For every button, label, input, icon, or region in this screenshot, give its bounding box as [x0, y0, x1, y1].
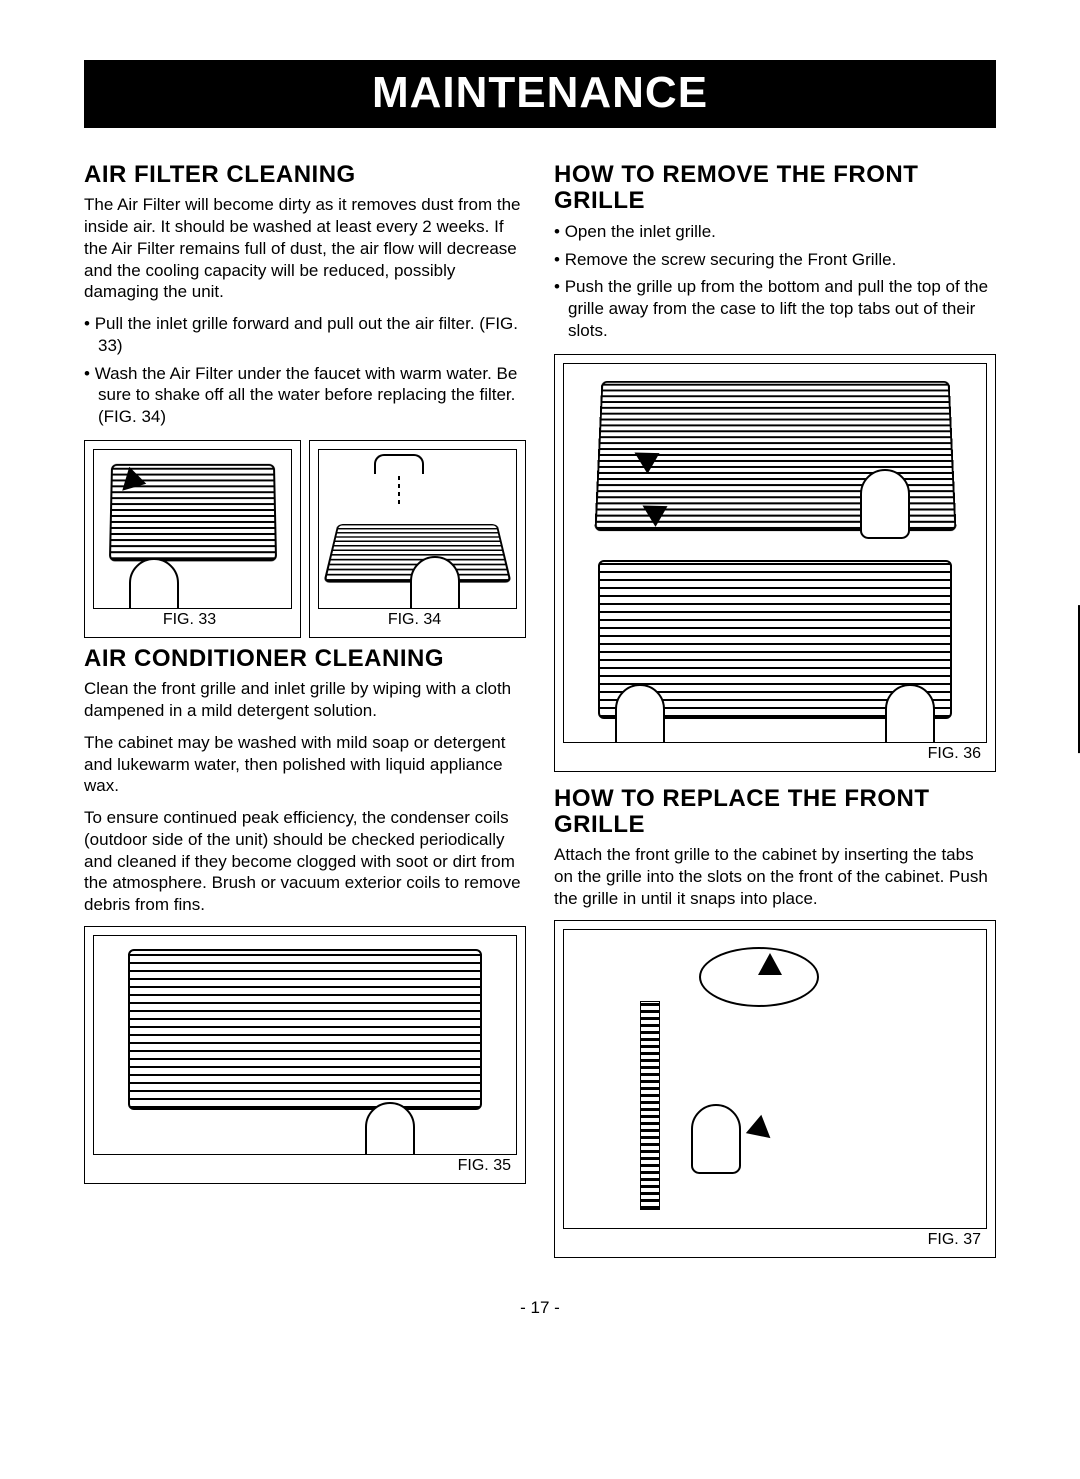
- figure-35: FIG. 35: [84, 926, 526, 1184]
- ac-clean-p2: The cabinet may be washed with mild soap…: [84, 732, 526, 797]
- figure-37: FIG. 37: [554, 920, 996, 1258]
- air-filter-bullets: Pull the inlet grille forward and pull o…: [84, 313, 526, 428]
- figure-34: FIG. 34: [309, 440, 526, 638]
- heading-air-filter-cleaning: AIR FILTER CLEANING: [84, 162, 526, 188]
- replace-grille-p1: Attach the front grille to the cabinet b…: [554, 844, 996, 909]
- list-item: Push the grille up from the bottom and p…: [554, 276, 996, 341]
- illustration-fig33: [93, 449, 292, 609]
- page-number: - 17 -: [84, 1298, 996, 1318]
- right-column: HOW TO REMOVE THE FRONT GRILLE Open the …: [554, 154, 996, 1272]
- figure-36: FIG. 36: [554, 354, 996, 772]
- illustration-fig37: [563, 929, 987, 1229]
- illustration-fig34: [318, 449, 517, 609]
- heading-air-conditioner-cleaning: AIR CONDITIONER CLEANING: [84, 646, 526, 672]
- list-item: Remove the screw securing the Front Gril…: [554, 249, 996, 271]
- figure-label: FIG. 36: [563, 743, 987, 763]
- page-banner: MAINTENANCE: [84, 60, 996, 128]
- illustration-fig35: [93, 935, 517, 1155]
- air-filter-intro: The Air Filter will become dirty as it r…: [84, 194, 526, 303]
- figure-33: FIG. 33: [84, 440, 301, 638]
- figure-label: FIG. 34: [318, 609, 517, 629]
- figure-label: FIG. 37: [563, 1229, 987, 1249]
- left-column: AIR FILTER CLEANING The Air Filter will …: [84, 154, 526, 1272]
- remove-grille-bullets: Open the inlet grille. Remove the screw …: [554, 221, 996, 342]
- figure-label: FIG. 35: [93, 1155, 517, 1175]
- list-item: Open the inlet grille.: [554, 221, 996, 243]
- heading-remove-front-grille: HOW TO REMOVE THE FRONT GRILLE: [554, 162, 996, 215]
- two-column-layout: AIR FILTER CLEANING The Air Filter will …: [84, 154, 996, 1272]
- illustration-fig36: [563, 363, 987, 743]
- figure-label: FIG. 33: [93, 609, 292, 629]
- figure-group-33-34: FIG. 33 FIG. 34: [84, 440, 526, 638]
- ac-clean-p3: To ensure continued peak efficiency, the…: [84, 807, 526, 916]
- heading-replace-front-grille: HOW TO REPLACE THE FRONT GRILLE: [554, 786, 996, 839]
- ac-clean-p1: Clean the front grille and inlet grille …: [84, 678, 526, 722]
- list-item: Pull the inlet grille forward and pull o…: [84, 313, 526, 357]
- list-item: Wash the Air Filter under the faucet wit…: [84, 363, 526, 428]
